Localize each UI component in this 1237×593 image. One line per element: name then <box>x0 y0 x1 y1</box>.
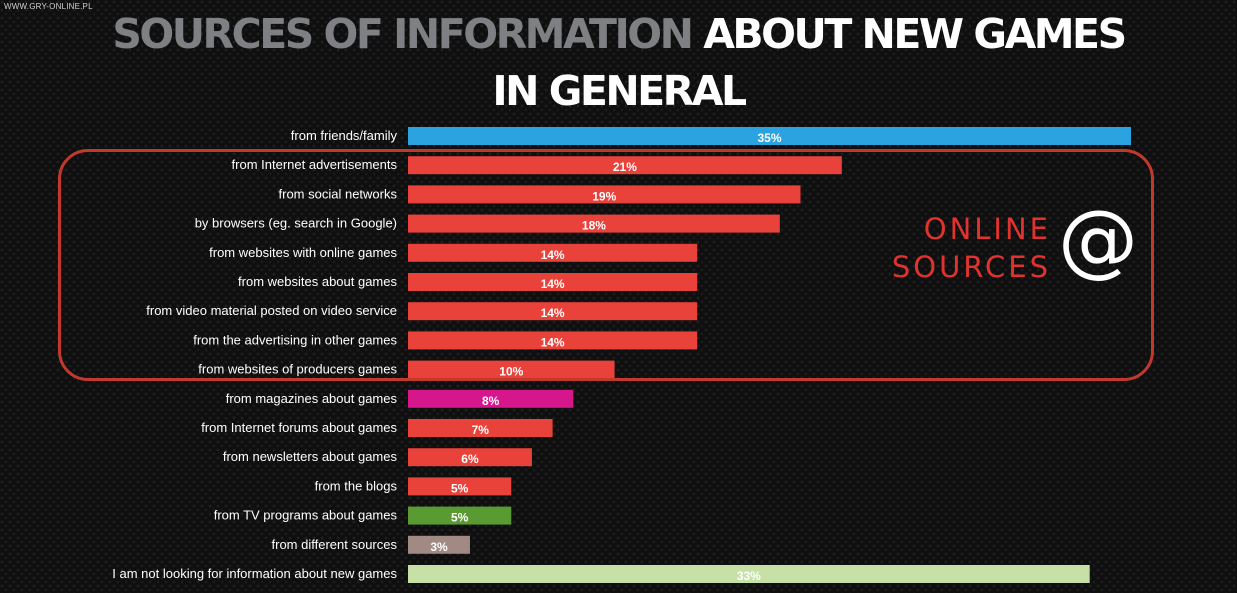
bar-2 <box>408 185 801 204</box>
category-label-12: from the blogs <box>315 478 398 493</box>
bar-1 <box>408 156 842 175</box>
bar-8 <box>408 360 615 379</box>
category-label-2: from social networks <box>279 186 398 201</box>
category-label-5: from websites about games <box>238 274 397 289</box>
online-label-line-1: ONLINE <box>923 212 1051 246</box>
category-label-13: from TV programs about games <box>214 508 398 523</box>
category-label-11: from newsletters about games <box>223 449 398 464</box>
online-sources-group-box <box>58 149 1154 381</box>
bar-6 <box>408 302 698 321</box>
chart-title-line-2: IN GENERAL <box>492 67 747 115</box>
category-label-9: from magazines about games <box>226 391 398 406</box>
bar-11 <box>408 448 532 467</box>
chart-title-line-1: SOURCES OF INFORMATION ABOUT NEW GAMES <box>0 14 1237 55</box>
category-label-0: from friends/family <box>291 128 398 143</box>
watermark: WWW.GRY-ONLINE.PL <box>4 2 93 11</box>
category-label-7: from the advertising in other games <box>193 332 397 347</box>
bar-7 <box>408 331 698 350</box>
value-label-2: 19% <box>592 189 616 203</box>
value-label-12: 5% <box>451 481 469 495</box>
value-label-0: 35% <box>757 131 781 145</box>
value-label-3: 18% <box>582 219 606 233</box>
bar-5 <box>408 273 698 291</box>
value-label-9: 8% <box>482 394 500 408</box>
chart-title-white: ABOUT NEW GAMES <box>703 10 1127 58</box>
bar-0 <box>408 127 1131 145</box>
bar-13 <box>408 506 512 525</box>
value-label-7: 14% <box>541 335 565 349</box>
at-sign-icon: @ <box>1058 193 1138 286</box>
bar-3 <box>408 214 780 233</box>
bar-4 <box>408 243 698 262</box>
value-label-8: 10% <box>499 365 523 379</box>
value-label-14: 3% <box>430 540 448 554</box>
category-label-14: from different sources <box>272 537 398 552</box>
bar-12 <box>408 477 512 496</box>
category-label-1: from Internet advertisements <box>232 157 398 172</box>
category-label-8: from websites of producers games <box>198 362 397 377</box>
category-label-15: I am not looking for information about n… <box>112 566 397 581</box>
bar-15 <box>408 565 1090 583</box>
value-label-1: 21% <box>613 160 637 174</box>
online-label-line-2: SOURCES <box>891 250 1051 284</box>
category-label-3: by browsers (eg. search in Google) <box>195 216 397 231</box>
category-label-6: from video material posted on video serv… <box>146 303 397 318</box>
value-label-4: 14% <box>541 248 565 262</box>
bar-14 <box>408 535 470 554</box>
value-label-15: 33% <box>737 569 761 583</box>
online-sources-label: ONLINE SOURCES <box>892 210 1051 286</box>
category-label-4: from websites with online games <box>209 245 397 260</box>
bar-9 <box>408 389 574 408</box>
chart-title-grey: SOURCES OF INFORMATION <box>112 10 694 58</box>
category-label-10: from Internet forums about games <box>201 420 397 435</box>
bar-10 <box>408 419 553 437</box>
value-label-6: 14% <box>541 306 565 320</box>
value-label-11: 6% <box>461 452 479 466</box>
value-label-10: 7% <box>472 423 490 437</box>
value-label-5: 14% <box>541 277 565 291</box>
value-label-13: 5% <box>451 511 469 525</box>
